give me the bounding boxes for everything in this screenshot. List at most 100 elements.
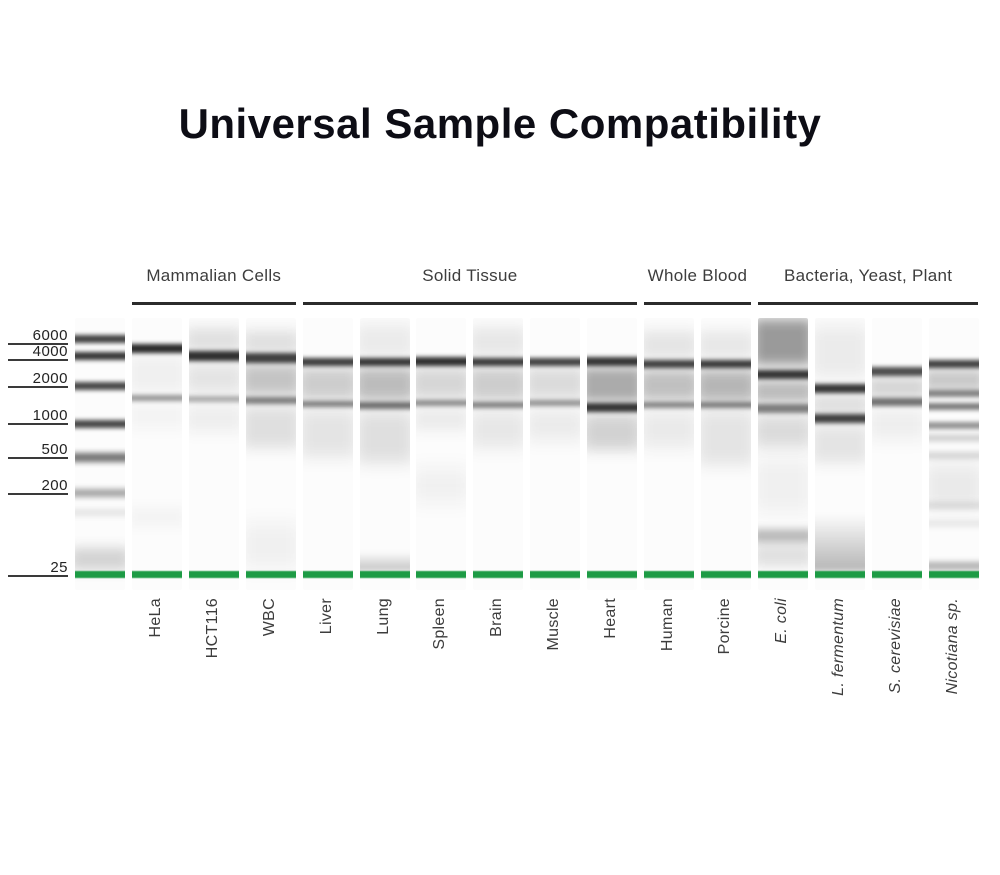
dna-band — [188, 396, 239, 402]
dna-band — [700, 360, 751, 368]
group-rule-mammalian-cells — [131, 302, 296, 305]
gel-lane-spleen — [416, 318, 467, 590]
dna-band — [75, 382, 125, 390]
gel-smear — [188, 363, 239, 393]
dna-band — [928, 403, 979, 410]
dna-band — [928, 422, 979, 429]
gel-smear — [814, 514, 865, 571]
dna-band — [131, 395, 182, 401]
dye-front-band — [587, 571, 638, 578]
ladder-marker-200: 200 — [8, 477, 68, 495]
dna-band — [928, 390, 979, 397]
gel-smear — [416, 468, 467, 503]
gel-smear — [302, 409, 353, 457]
gel-lane-wbc — [245, 318, 296, 590]
group-rule-whole-blood — [644, 302, 751, 305]
gel-smear — [757, 458, 808, 513]
dye-front-band — [359, 571, 410, 578]
dna-band — [359, 358, 410, 366]
dna-band — [814, 414, 865, 423]
gel-smear — [700, 410, 751, 465]
lane-label-spleen: Spleen — [431, 598, 449, 650]
dna-band — [245, 353, 296, 363]
lane-label-human: Human — [659, 598, 676, 652]
lane-label-porcine: Porcine — [715, 598, 733, 655]
dna-band — [473, 402, 524, 408]
gel-smear — [871, 408, 922, 440]
gel-smear — [245, 406, 296, 448]
dna-band — [302, 358, 353, 366]
ladder-marker-4000: 4000 — [8, 343, 68, 361]
lane-label-muscle: Muscle — [545, 598, 563, 651]
dye-front-band — [188, 571, 239, 578]
gel-smear — [814, 326, 865, 378]
dna-band — [757, 370, 808, 379]
gel-smear — [757, 381, 808, 402]
dna-band — [644, 402, 694, 408]
gel-smear — [359, 324, 410, 358]
gel-smear — [530, 368, 581, 398]
group-header-mammalian-cells: Mammalian Cells — [146, 266, 282, 285]
dye-front-band — [814, 571, 865, 578]
dye-front-band — [245, 571, 296, 578]
gel-smear — [245, 364, 296, 395]
dna-band — [700, 402, 751, 408]
lane-label-nicotiana: Nicotiana sp. — [943, 598, 961, 695]
dna-band — [814, 384, 865, 393]
gel-lane-ladder — [75, 318, 125, 590]
gel-smear — [188, 404, 239, 432]
dna-band — [644, 360, 694, 368]
gel-smear — [188, 328, 239, 352]
dye-front-band — [302, 571, 353, 578]
lane-label-brain: Brain — [488, 598, 506, 637]
ladder-marker-2000: 2000 — [8, 370, 68, 388]
dye-front-band — [928, 571, 979, 578]
gel-lane-lfermentum — [814, 318, 865, 590]
ladder-marker-25: 25 — [8, 559, 68, 577]
dna-band — [75, 509, 125, 516]
group-header-whole-blood: Whole Blood — [647, 266, 748, 285]
gel-smear — [928, 464, 979, 509]
ladder-marker-6000: 6000 — [8, 327, 68, 345]
lane-label-heart: Heart — [602, 598, 620, 639]
gel-lane-lung — [359, 318, 410, 590]
dna-band — [530, 400, 581, 406]
gel-lane-human — [644, 318, 694, 590]
dye-front-band — [131, 571, 182, 578]
dna-band — [871, 367, 922, 376]
dna-band — [473, 358, 524, 366]
dna-band — [302, 401, 353, 407]
lane-label-wbc: WBC — [260, 598, 278, 637]
gel-lane-hela — [131, 318, 182, 590]
dna-band — [75, 352, 125, 360]
dna-band — [188, 351, 239, 361]
gel-smear — [416, 408, 467, 430]
group-rule-solid-tissue — [302, 302, 638, 305]
dna-band — [75, 453, 125, 462]
dna-band — [75, 489, 125, 497]
dna-band — [530, 358, 581, 366]
figure-title: Universal Sample Compatibility — [178, 100, 822, 147]
lane-label-ecoli: E. coli — [772, 598, 790, 644]
dna-band — [587, 403, 638, 412]
group-rule-bacteria-yeast-plant — [757, 302, 979, 305]
dye-front-band — [416, 571, 467, 578]
gel-smear — [757, 544, 808, 566]
gel-smear — [871, 378, 922, 397]
dna-band — [416, 357, 467, 366]
gel-lane-nicotiana — [928, 318, 979, 590]
dna-band — [359, 402, 410, 409]
gel-lane-liver — [302, 318, 353, 590]
dna-band — [928, 520, 979, 527]
dna-band — [75, 335, 125, 343]
lane-label-lfermentum: L. fermentum — [829, 598, 847, 696]
gel-smear — [245, 331, 296, 354]
lane-label-scerevisiae: S. cerevisiae — [886, 598, 904, 694]
gel-smear — [757, 319, 808, 365]
gel-smear — [75, 548, 125, 570]
ladder-marker-500: 500 — [8, 441, 68, 459]
dna-band — [757, 529, 808, 542]
group-header-bacteria-yeast-plant: Bacteria, Yeast, Plant — [784, 266, 953, 285]
lane-label-liver: Liver — [317, 598, 335, 635]
gel-smear — [928, 370, 979, 390]
